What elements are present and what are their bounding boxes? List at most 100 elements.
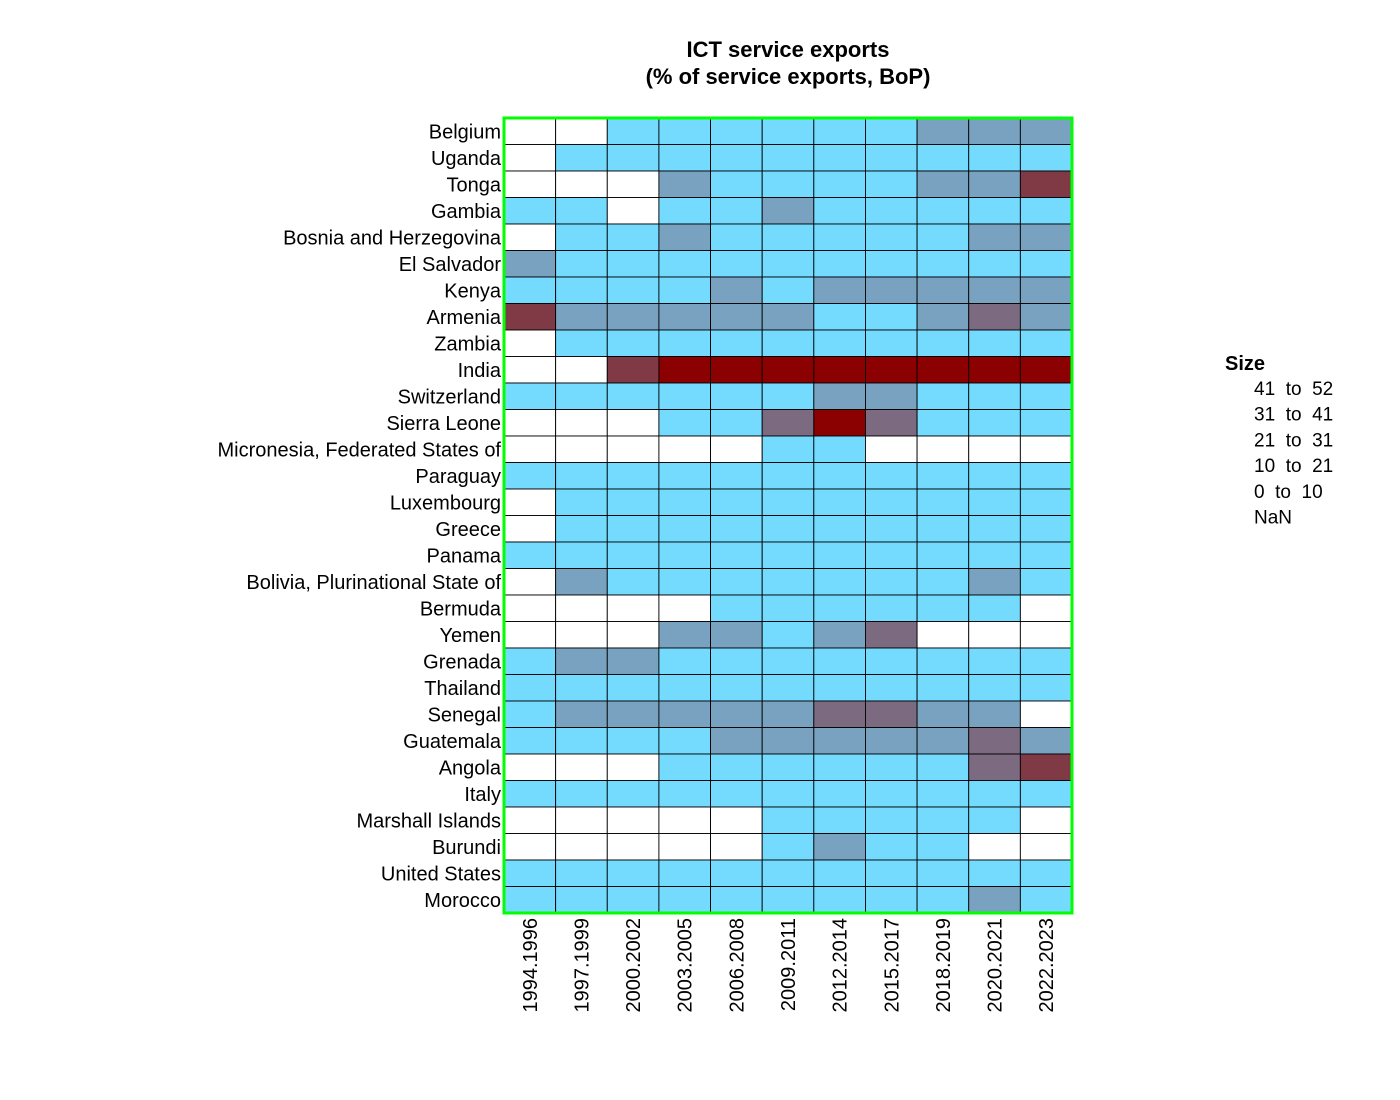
row-label: Bolivia, Plurinational State of	[246, 572, 501, 594]
heatmap-cell	[813, 356, 866, 384]
heatmap-cell	[658, 647, 711, 675]
heatmap-cell	[555, 541, 608, 569]
heatmap-cell	[813, 594, 866, 622]
heatmap-cell	[1019, 780, 1073, 808]
heatmap-cell	[813, 276, 866, 304]
heatmap-cell	[503, 223, 557, 251]
row-label: Gambia	[431, 201, 502, 223]
heatmap-cell	[916, 144, 970, 172]
heatmap-cell	[968, 833, 1021, 861]
row-label: El Salvador	[399, 254, 502, 276]
heatmap-cell	[761, 594, 815, 622]
heatmap-cell	[761, 329, 815, 357]
heatmap-cell	[865, 621, 918, 649]
heatmap-cell	[710, 462, 763, 490]
heatmap-cell	[658, 594, 711, 622]
heatmap-cell	[865, 541, 918, 569]
heatmap-cell	[968, 541, 1021, 569]
heatmap-cell	[555, 170, 608, 198]
heatmap-cell	[761, 223, 815, 251]
heatmap-cell	[968, 806, 1021, 834]
row-label: Thailand	[424, 678, 501, 700]
heatmap-cell	[658, 541, 711, 569]
heatmap-cell	[761, 833, 815, 861]
heatmap-cell	[503, 488, 557, 516]
heatmap-cell	[1019, 409, 1073, 437]
heatmap-cell	[503, 435, 557, 463]
legend-item: 0 to 10	[1254, 482, 1323, 503]
heatmap-cell	[606, 170, 660, 198]
heatmap-cell	[1019, 727, 1073, 755]
row-label: Grenada	[423, 651, 502, 673]
heatmap-cell	[865, 780, 918, 808]
heatmap-cell	[658, 329, 711, 357]
heatmap-cell	[968, 674, 1021, 702]
heatmap-cell	[503, 382, 557, 410]
row-label: Switzerland	[398, 386, 501, 408]
heatmap-cell	[503, 356, 557, 384]
heatmap-cell	[1019, 700, 1073, 728]
heatmap-cell	[710, 594, 763, 622]
heatmap-cell	[606, 382, 660, 410]
heatmap-cell	[503, 515, 557, 543]
heatmap-cell	[606, 356, 660, 384]
heatmap-cell	[813, 806, 866, 834]
heatmap-cell	[503, 727, 557, 755]
heatmap-cell	[916, 117, 970, 145]
heatmap-cell	[813, 462, 866, 490]
heatmap-cell	[555, 568, 608, 596]
heatmap-cell	[865, 409, 918, 437]
heatmap-cell	[710, 170, 763, 198]
heatmap-cell	[606, 700, 660, 728]
heatmap-cell	[710, 568, 763, 596]
legend-item: 41 to 52	[1254, 379, 1333, 400]
heatmap-cell	[813, 780, 866, 808]
heatmap-cell	[761, 621, 815, 649]
heatmap-cell	[606, 435, 660, 463]
heatmap-cell	[813, 435, 866, 463]
chart-title-line-1: ICT service exports	[687, 37, 890, 62]
heatmap-cell	[606, 515, 660, 543]
heatmap-cell	[916, 409, 970, 437]
heatmap-cell	[606, 806, 660, 834]
heatmap-cell	[916, 594, 970, 622]
heatmap-cell	[606, 223, 660, 251]
heatmap-cell	[916, 700, 970, 728]
column-label: 1994.1996	[520, 918, 542, 1013]
column-label: 2000.2002	[623, 918, 645, 1013]
heatmap-cell	[761, 170, 815, 198]
heatmap-cell	[865, 197, 918, 225]
heatmap-cell	[1019, 488, 1073, 516]
heatmap-cell	[658, 674, 711, 702]
heatmap-cell	[761, 753, 815, 781]
heatmap-cell	[865, 700, 918, 728]
row-label: Bermuda	[420, 598, 502, 620]
heatmap-cell	[555, 435, 608, 463]
row-label: Micronesia, Federated States of	[218, 439, 502, 461]
heatmap-cell	[916, 276, 970, 304]
heatmap-cell	[813, 621, 866, 649]
heatmap-cell	[865, 462, 918, 490]
heatmap-cell	[761, 382, 815, 410]
heatmap-cell	[865, 250, 918, 278]
heatmap-cell	[710, 753, 763, 781]
row-label: Luxembourg	[390, 492, 501, 514]
heatmap-cell	[503, 329, 557, 357]
heatmap-cell	[503, 647, 557, 675]
row-label: Marshall Islands	[356, 810, 501, 832]
heatmap-cell	[658, 356, 711, 384]
heatmap-cell	[503, 594, 557, 622]
heatmap-cell	[710, 117, 763, 145]
heatmap-cell	[968, 276, 1021, 304]
column-label: 2020.2021	[985, 918, 1007, 1013]
heatmap-cell	[916, 197, 970, 225]
heatmap-cell	[710, 250, 763, 278]
heatmap-cell	[555, 621, 608, 649]
heatmap-cell	[865, 382, 918, 410]
heatmap-cell	[968, 515, 1021, 543]
heatmap-cell	[865, 276, 918, 304]
heatmap-cell	[555, 303, 608, 331]
heatmap-cell	[1019, 541, 1073, 569]
heatmap-cell	[761, 144, 815, 172]
heatmap-cell	[658, 435, 711, 463]
